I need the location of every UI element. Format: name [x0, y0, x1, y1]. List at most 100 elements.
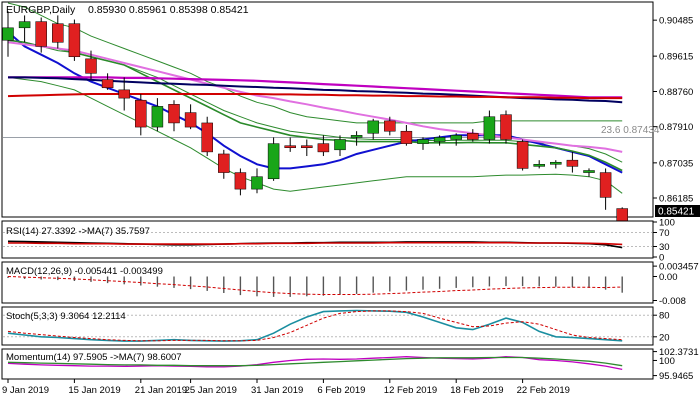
date-tick-label: 15 Jan 2019: [68, 385, 120, 396]
rsi-ma-line: [8, 241, 623, 246]
bear-candle-body: [284, 145, 296, 149]
fib-label: 23.6 0.87434: [601, 125, 660, 136]
bear-candle-body: [52, 23, 64, 43]
rsi-axis-tick-label: 30: [659, 242, 670, 253]
bear-candle-body: [85, 58, 97, 74]
bull-candle-body: [334, 139, 346, 151]
bear-candle-body: [118, 89, 130, 99]
moving-average-line-4: [8, 76, 623, 99]
date-tick-label: 31 Jan 2019: [251, 385, 303, 396]
rsi-axis-tick-label: 100: [659, 218, 675, 229]
price-axis-tick-label: 0.89615: [659, 52, 693, 63]
bb-lower-line: [7, 76, 623, 194]
date-tick-label: 25 Jan 2019: [185, 385, 237, 396]
momentum-axis-tick-label: 95.9465: [659, 371, 693, 382]
price-axis-tick-label: 0.87910: [659, 122, 693, 133]
rsi-lines: [3, 232, 652, 249]
bull-candle-body: [483, 116, 496, 140]
momentum-pane-frame: [1, 348, 654, 380]
bear-candle-body: [400, 130, 413, 144]
momentum-title: Momentum(14) 97.5905 ->MA(7) 98.6007: [6, 352, 182, 363]
rsi-pane-frame: [1, 220, 654, 259]
bear-candle-body: [301, 145, 313, 149]
price-axis-tick-label: 0.86185: [659, 194, 693, 205]
bear-candle-body: [201, 122, 213, 153]
price-axis-tick-label: 0.87035: [659, 158, 693, 169]
date-tick-label: 9 Jan 2019: [2, 385, 49, 396]
stoch-title: Stoch(5,3,3) 9.3064 12.2114: [6, 311, 126, 322]
chart-header-ohlc: 0.85930 0.85961 0.85398 0.85421: [88, 4, 249, 16]
bear-candle-body: [168, 104, 180, 124]
stoch-pane-frame: [1, 306, 654, 346]
price-axis-tick-label: 0.88760: [659, 87, 693, 98]
price-pane-frame: [1, 1, 654, 218]
bull-candle-body: [2, 27, 14, 41]
stoch-main-line: [7, 309, 623, 342]
momentum-pane: Momentum(14) 97.5905 ->MA(7) 98.6007 102…: [1, 347, 699, 382]
bear-candle-body: [101, 79, 114, 89]
chart-header-symbol: EURGBP,Daily: [6, 4, 76, 16]
bear-candle-body: [218, 153, 230, 173]
bull-candle-body: [18, 21, 31, 29]
bull-candle-body: [251, 176, 263, 190]
bear-candle-body: [68, 23, 81, 58]
bear-candle-body: [317, 143, 330, 153]
stoch-axis-tick-label: 80: [659, 311, 670, 322]
stoch-lines: [3, 309, 652, 342]
moving-average-line-3: [7, 41, 623, 153]
price-pane: 23.6 0.87434 EURGBP,Daily 0.85930 0.8596…: [1, 1, 700, 231]
momentum-axis-tick-label: 102.3731: [659, 347, 699, 358]
price-axis: 0.90485 0.89615 0.88760 0.87910 0.87035 0.861…: [653, 16, 693, 205]
stoch-signal-line: [7, 310, 623, 342]
bear-candle-body: [566, 159, 579, 167]
date-tick-label: 18 Feb 2019: [450, 385, 503, 396]
date-tick-label: 21 Jan 2019: [135, 385, 187, 396]
bb-upper-line: [7, 2, 623, 124]
bull-candle-body: [267, 143, 280, 180]
stoch-pane: Stoch(5,3,3) 9.3064 12.2114 80 20: [1, 306, 670, 346]
bear-candle-body: [467, 133, 479, 140]
rsi-title: RSI(14) 27.3392 ->MA(7) 35.7597: [6, 226, 150, 237]
bear-candle-body: [234, 172, 247, 190]
bull-candle-body: [367, 120, 379, 134]
candles: [2, 11, 628, 231]
date-tick-label: 6 Feb 2019: [317, 385, 365, 396]
bear-candle-body: [384, 120, 396, 132]
bear-candle-body: [184, 112, 197, 128]
moving-averages: [7, 31, 623, 174]
bear-candle-body: [500, 114, 512, 140]
price-tag: 0.85421: [658, 207, 695, 218]
macd-signal-line: [7, 276, 623, 295]
macd-axis-tick-label: 0.00: [659, 272, 678, 283]
moving-average-line-6: [7, 93, 623, 100]
bull-candle-body: [151, 106, 164, 128]
stoch-axis: 80 20: [653, 311, 670, 343]
macd-axis-tick-label: 0.003457: [659, 262, 699, 273]
price-axis-tick-label: 0.90485: [659, 16, 693, 27]
stoch-axis-tick-label: 20: [659, 332, 670, 343]
momentum-ma-line: [7, 356, 623, 367]
macd-title: MACD(12,26,9) -0.005441 -0.003499: [6, 266, 163, 277]
price-tag-box: [655, 205, 700, 217]
macd-pane-frame: [1, 261, 654, 304]
macd-pane: MACD(12,26,9) -0.005441 -0.003499 0.0034…: [1, 261, 699, 307]
bull-candle-body: [433, 137, 446, 142]
date-tick-label: 12 Feb 2019: [384, 385, 437, 396]
bear-candle-body: [599, 172, 612, 198]
bear-candle-body: [135, 99, 147, 128]
rsi-axis-tick-label: 0: [659, 253, 664, 264]
date-tick-label: 22 Feb 2019: [517, 385, 570, 396]
bull-candle-body: [533, 164, 545, 167]
bull-candle-body: [583, 170, 595, 173]
macd-histogram: [7, 276, 623, 297]
bull-candle-body: [350, 135, 363, 138]
macd-axis-tick-label: -0.008: [659, 296, 686, 307]
bull-candle-body: [417, 139, 429, 144]
momentum-lines: [7, 356, 623, 371]
